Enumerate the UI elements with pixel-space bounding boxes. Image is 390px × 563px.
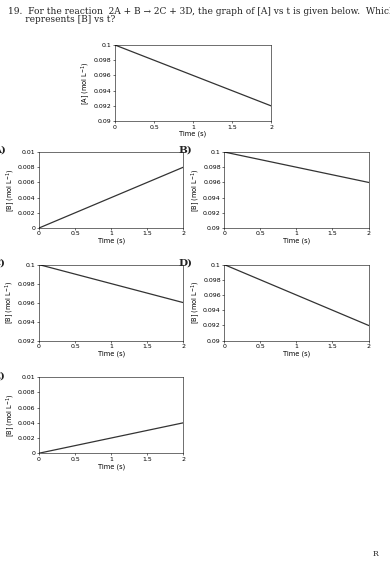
Text: D): D) [178,258,192,267]
Text: represents [B] vs t?: represents [B] vs t? [8,15,115,24]
Y-axis label: [B] (mol L$^{-1}$): [B] (mol L$^{-1}$) [189,281,202,324]
X-axis label: Time (s): Time (s) [98,238,125,244]
X-axis label: Time (s): Time (s) [179,131,207,137]
Y-axis label: [B] (mol L$^{-1}$): [B] (mol L$^{-1}$) [4,168,16,212]
Text: C): C) [0,258,6,267]
X-axis label: Time (s): Time (s) [283,351,310,357]
Text: E): E) [0,371,6,380]
Y-axis label: [B] (mol L$^{-1}$): [B] (mol L$^{-1}$) [4,281,16,324]
Y-axis label: [B] (mol L$^{-1}$): [B] (mol L$^{-1}$) [189,168,202,212]
Y-axis label: [A] (mol L$^{-1}$): [A] (mol L$^{-1}$) [80,61,92,105]
X-axis label: Time (s): Time (s) [98,351,125,357]
X-axis label: Time (s): Time (s) [98,463,125,470]
X-axis label: Time (s): Time (s) [283,238,310,244]
Text: R: R [372,551,378,558]
Text: 19.  For the reaction  2A + B → 2C + 3D, the graph of [A] vs t is given below.  : 19. For the reaction 2A + B → 2C + 3D, t… [8,7,390,16]
Text: B): B) [178,146,192,155]
Text: A): A) [0,146,6,155]
Y-axis label: [B] (mol L$^{-1}$): [B] (mol L$^{-1}$) [4,394,16,437]
